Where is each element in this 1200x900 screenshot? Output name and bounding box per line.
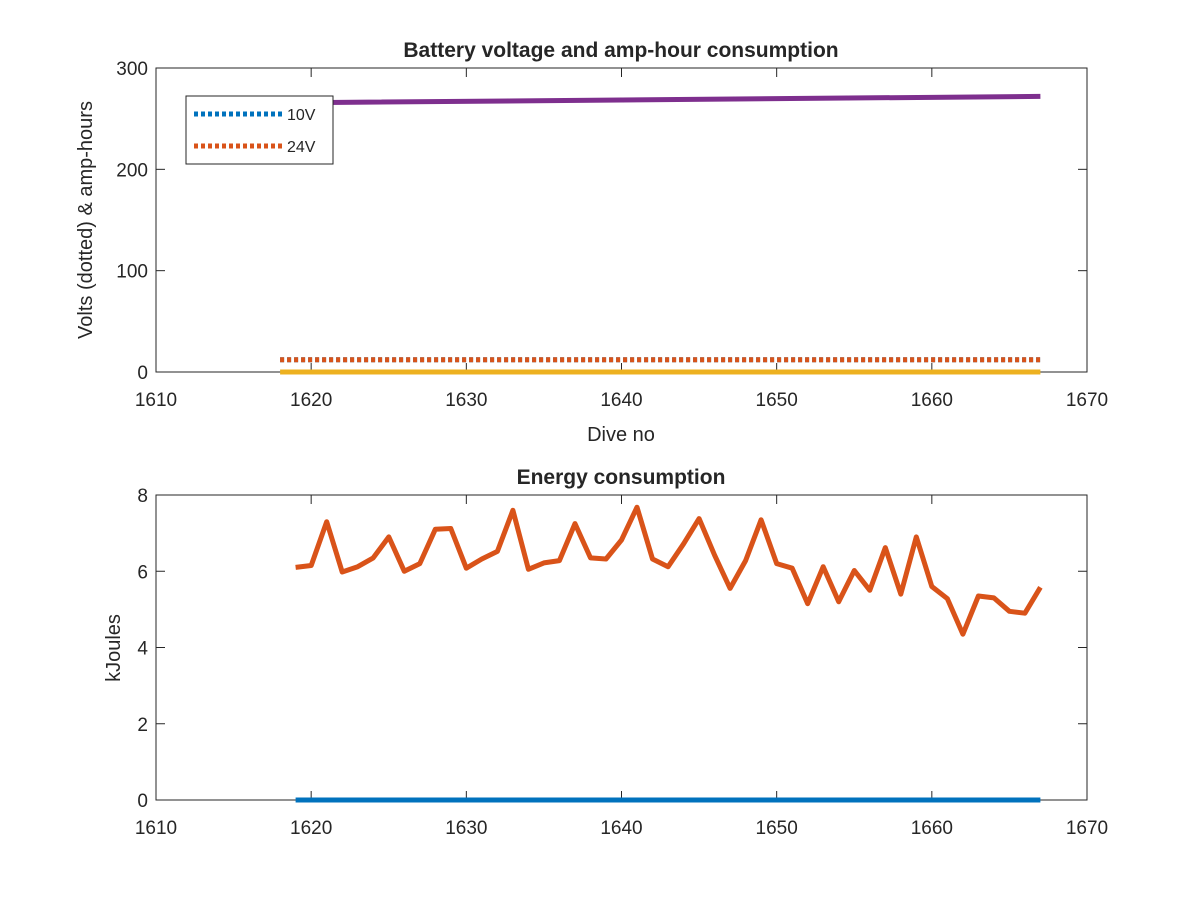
voltage-y-tick-label: 300 [116,59,148,80]
voltage-ticks: 1610 1620 1630 1640 1650 1660 1670 0 100 200 300 [116,59,1108,411]
legend-label-24v: 24V [287,139,316,156]
voltage-y-tick-label: 200 [116,160,148,181]
energy-x-tick-label: 1640 [600,818,642,839]
energy-series [295,504,1043,803]
energy-x-tick-label: 1670 [1066,818,1108,839]
energy-y-axis-label: kJoules [103,614,125,682]
voltage-x-tick-label: 1640 [600,390,642,411]
voltage-y-axis-label: Volts (dotted) & amp-hours [75,101,97,339]
voltage-y-tick-label: 0 [137,363,148,384]
energy-x-tick-label: 1650 [756,818,798,839]
voltage-x-tick-label: 1620 [290,390,332,411]
voltage-chart: 1610 1620 1630 1640 1650 1660 1670 0 100 200 300 B… [75,39,1108,446]
energy-chart: 1610 1620 1630 1640 1650 1660 1670 0 2 4 6 8 Energy… [103,466,1108,839]
energy-plot-area [155,494,1088,801]
voltage-x-axis-label: Dive no [587,424,655,446]
legend-label-10v: 10V [287,107,316,124]
energy-y-tick-label: 6 [137,562,148,583]
voltage-chart-title: Battery voltage and amp-hour consumption [403,39,838,62]
energy-series-line-1 [295,504,1043,637]
voltage-x-tick-label: 1670 [1066,390,1108,411]
voltage-x-tick-label: 1660 [911,390,953,411]
energy-x-tick-label: 1660 [911,818,953,839]
energy-chart-title: Energy consumption [517,466,726,489]
energy-y-tick-label: 2 [137,715,148,736]
voltage-x-tick-label: 1630 [445,390,487,411]
voltage-x-tick-label: 1650 [756,390,798,411]
energy-y-tick-label: 4 [137,639,148,660]
legend-box [185,95,334,165]
voltage-legend: 10V 24V [185,95,334,165]
voltage-x-tick-label: 1610 [135,390,177,411]
energy-x-tick-label: 1620 [290,818,332,839]
energy-x-tick-label: 1630 [445,818,487,839]
energy-y-tick-label: 8 [137,486,148,507]
energy-y-tick-label: 0 [137,791,148,812]
energy-ticks: 1610 1620 1630 1640 1650 1660 1670 0 2 4 6 8 [135,486,1108,839]
energy-x-tick-label: 1610 [135,818,177,839]
voltage-y-tick-label: 100 [116,262,148,283]
